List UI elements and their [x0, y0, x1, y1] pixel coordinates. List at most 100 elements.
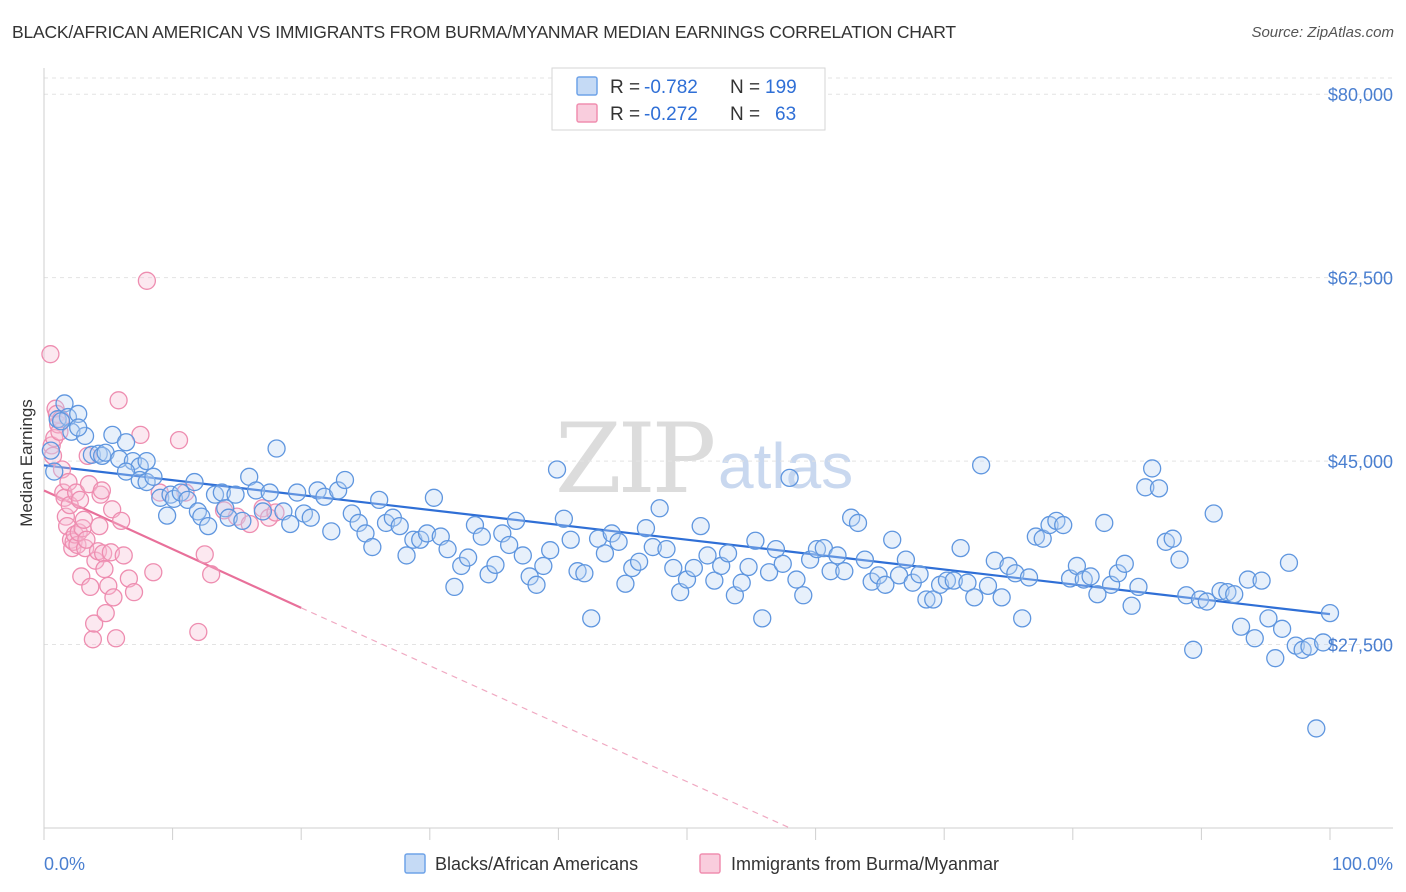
data-point [189, 622, 208, 642]
data-point [657, 540, 676, 559]
data-point [739, 557, 758, 577]
data-point [438, 540, 457, 559]
data-point [575, 564, 594, 583]
data-point [92, 446, 112, 466]
data-point [643, 537, 662, 557]
data-point [144, 467, 163, 486]
data-point [1013, 609, 1032, 628]
data-point [69, 404, 88, 424]
data-point [1108, 564, 1128, 583]
data-point [342, 504, 361, 523]
data-point [910, 565, 929, 584]
data-point [677, 570, 697, 589]
data-point [664, 558, 683, 578]
data-point [219, 508, 238, 527]
data-point [72, 567, 91, 586]
data-point [92, 481, 112, 500]
data-point [104, 588, 123, 607]
data-point [547, 460, 567, 479]
data-point [56, 507, 76, 526]
data-point [1136, 478, 1155, 497]
data-point [629, 552, 649, 571]
data-point [705, 571, 724, 590]
data-point [114, 546, 133, 565]
data-point [978, 576, 998, 595]
trend-line-blacks [43, 464, 1331, 616]
data-point [199, 516, 218, 536]
data-point [335, 470, 355, 490]
data-point [746, 531, 765, 550]
data-point [45, 462, 64, 481]
data-point [616, 574, 635, 593]
data-point [759, 563, 779, 582]
data-point [1307, 719, 1326, 738]
data-point [260, 483, 279, 502]
bottom-legend-label-blacks: Blacks/African Americans [435, 854, 638, 874]
data-point [370, 490, 389, 510]
data-point [499, 535, 519, 555]
data-point [171, 483, 190, 502]
data-point [698, 546, 717, 565]
data-point [157, 506, 177, 525]
data-point [527, 575, 546, 594]
data-point [390, 516, 409, 536]
data-point [169, 430, 189, 450]
data-point [144, 563, 163, 582]
data-point [951, 538, 970, 558]
data-point [493, 524, 512, 543]
y-tick-label: $80,000 [1328, 85, 1393, 105]
data-point [1266, 649, 1285, 668]
data-point [609, 532, 628, 551]
x-tick-label-max: 100.0% [1332, 854, 1393, 874]
data-point [41, 441, 60, 460]
data-point [472, 527, 491, 546]
data-point [308, 481, 327, 500]
data-point [363, 537, 382, 557]
data-point [1190, 590, 1210, 609]
legend-n-value: 199 [765, 77, 797, 98]
data-point [896, 550, 916, 569]
data-point [151, 488, 170, 507]
data-point [1314, 633, 1333, 652]
series-burma-points [41, 271, 285, 649]
data-point [479, 565, 498, 584]
data-point [1211, 581, 1230, 601]
data-point [1259, 609, 1278, 628]
data-point [253, 502, 273, 521]
data-point [1129, 577, 1148, 597]
legend-r-label: R = [610, 77, 640, 98]
data-point [1184, 640, 1203, 659]
data-point [90, 516, 109, 536]
data-point [691, 516, 710, 536]
data-point [937, 571, 957, 590]
data-point [985, 551, 1004, 570]
x-tick-label-min: 0.0% [44, 854, 85, 874]
data-point [513, 546, 532, 565]
data-point [70, 490, 90, 510]
data-point [650, 499, 669, 518]
data-point [766, 540, 786, 559]
data-point [445, 577, 464, 597]
data-point [958, 573, 977, 592]
data-point [1245, 629, 1264, 648]
legend-n-value: 63 [775, 104, 796, 125]
legend-row-burma: R = -0.272 N = 63 [576, 103, 796, 125]
data-point [1320, 603, 1340, 623]
data-point [1197, 592, 1217, 611]
watermark-atlas: atlas [718, 430, 853, 502]
data-point [1115, 554, 1134, 573]
data-point [883, 530, 902, 549]
data-point [534, 556, 553, 576]
data-point [1081, 567, 1100, 586]
data-point [684, 558, 703, 578]
data-point [807, 540, 827, 559]
data-point [349, 513, 368, 533]
data-point [568, 562, 587, 581]
data-point [561, 530, 580, 549]
data-point [106, 629, 126, 648]
y-axis-label: Median Earnings [17, 399, 36, 527]
data-point [1054, 515, 1073, 535]
legend-r-value: -0.782 [644, 77, 698, 98]
trend-line-burma-extension [300, 607, 791, 829]
